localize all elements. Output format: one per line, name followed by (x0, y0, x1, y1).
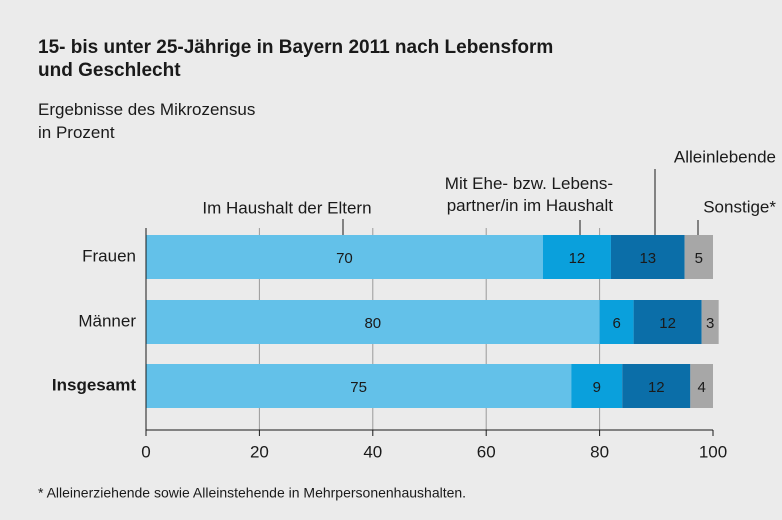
value-label: 70 (336, 250, 353, 267)
bar-segment (701, 300, 719, 344)
value-label: 12 (659, 315, 676, 332)
legend-label: Sonstige* (703, 197, 776, 216)
y-tick-label: Insgesamt (52, 375, 136, 394)
value-label: 75 (350, 379, 367, 396)
legend-label: Alleinlebende (674, 147, 776, 166)
bar-segment (684, 235, 713, 279)
value-label: 3 (706, 315, 714, 332)
chart-subtitle: Ergebnisse des Mikrozensus in Prozent (38, 100, 255, 142)
value-label: 13 (639, 250, 656, 267)
y-tick-label: Frauen (82, 246, 136, 265)
footnote: * Alleinerziehende sowie Alleinstehende … (38, 485, 466, 501)
x-tick-label: 80 (590, 442, 609, 461)
x-tick-label: 40 (363, 442, 382, 461)
y-tick-label: Männer (78, 311, 136, 330)
x-tick-label: 20 (250, 442, 269, 461)
chart-title: 15- bis unter 25-Jährige in Bayern 2011 … (38, 37, 553, 81)
bar-segment (146, 364, 572, 408)
value-label: 12 (648, 379, 665, 396)
bar-segment (690, 364, 713, 408)
bar-segment (542, 235, 611, 279)
value-label: 4 (697, 379, 705, 396)
bar-segment (571, 364, 623, 408)
x-tick-label: 100 (699, 442, 727, 461)
value-label: 80 (364, 315, 381, 332)
bar-segment (610, 235, 685, 279)
value-label: 9 (593, 379, 601, 396)
x-tick-label: 0 (141, 442, 150, 461)
bar-segment (633, 300, 702, 344)
value-label: 12 (569, 250, 586, 267)
value-label: 6 (612, 315, 620, 332)
bar-segment (622, 364, 691, 408)
value-label: 5 (695, 250, 703, 267)
bar-segment (146, 300, 600, 344)
x-tick-label: 60 (477, 442, 496, 461)
legend-label: Im Haushalt der Eltern (202, 198, 371, 217)
legend-label: Mit Ehe- bzw. Lebens-partner/in im Haush… (445, 174, 613, 215)
bar-segment (599, 300, 634, 344)
bar-segment (146, 235, 543, 279)
